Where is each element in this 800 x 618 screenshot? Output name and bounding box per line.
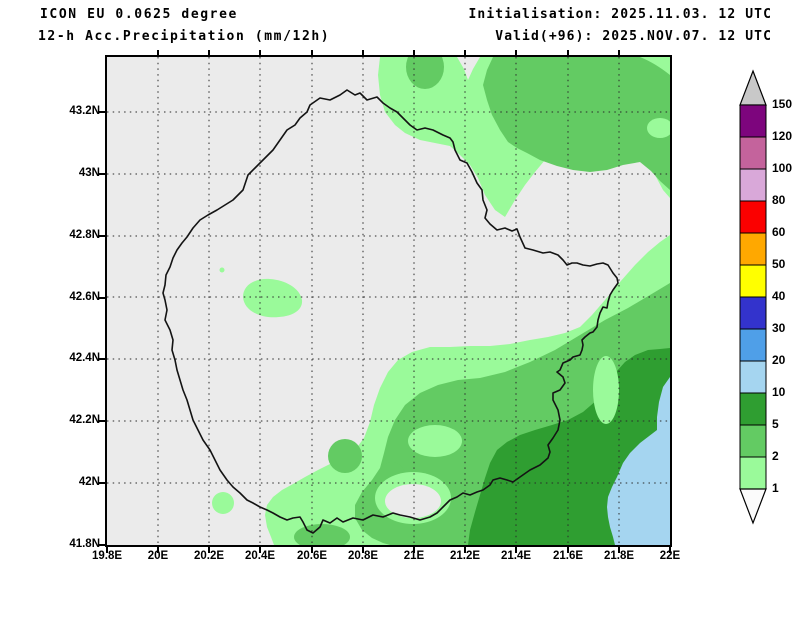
colorbar-segment [739, 104, 767, 138]
precipitation-map [107, 57, 670, 545]
lon-label: 22E [659, 550, 681, 562]
colorbar-tick-label: 120 [772, 129, 793, 143]
lat-label: 42.4N [69, 352, 100, 364]
lat-tick [99, 482, 105, 484]
lat-label: 41.8N [69, 538, 100, 550]
colorbar-segment [739, 424, 767, 458]
lat-tick [99, 297, 105, 299]
top-tick [208, 50, 210, 55]
lon-label: 21.4E [500, 550, 532, 562]
lon-tick [208, 547, 210, 553]
colorbar-tick-label: 80 [772, 193, 786, 207]
lat-tick [99, 420, 105, 422]
dry-island [385, 484, 441, 518]
colorbar-segment [739, 456, 767, 490]
colorbar-segments [739, 104, 767, 490]
colorbar-segment [739, 168, 767, 202]
colorbar-segment [739, 200, 767, 234]
lat-label: 42.8N [69, 229, 100, 241]
colorbar-segment [739, 392, 767, 426]
valid-time: Valid(+96): 2025.NOV.07. 12 UTC [495, 29, 772, 44]
lon-tick [464, 547, 466, 553]
model-title: ICON EU 0.0625 degree [40, 7, 238, 22]
precip-light-tongue [593, 356, 619, 424]
precip-moderate-top-blob [406, 57, 444, 89]
top-tick [311, 50, 313, 55]
precip-moderate-northeast-core [483, 57, 670, 190]
lat-tick [99, 358, 105, 360]
lon-tick [413, 547, 415, 553]
precip-light-south-spot [212, 492, 234, 514]
colorbar-segment [739, 136, 767, 170]
precip-light-central-blob [243, 278, 303, 318]
map-panel [105, 55, 672, 547]
product-title: 12-h Acc.Precipitation (mm/12h) [38, 29, 331, 44]
lat-label: 43N [78, 167, 100, 179]
lon-tick [567, 547, 569, 553]
colorbar [739, 69, 767, 525]
lon-label: 19.8E [91, 550, 123, 562]
colorbar-segment [739, 232, 767, 266]
precip-very-heavy-edge-lens [607, 377, 670, 545]
lon-tick [515, 547, 517, 553]
lon-label: 20.6E [296, 550, 328, 562]
colorbar-segment [739, 328, 767, 362]
colorbar-tick-label: 100 [772, 161, 793, 175]
lat-tick [99, 173, 105, 175]
lon-label: 20.8E [347, 550, 379, 562]
colorbar-tick-label: 5 [772, 417, 779, 431]
lon-tick [669, 547, 671, 553]
lon-label: 21.8E [603, 550, 635, 562]
colorbar-segment [739, 296, 767, 330]
colorbar-under-arrow [739, 488, 767, 525]
lat-label: 42N [78, 476, 100, 488]
initialisation-time: Initialisation: 2025.11.03. 12 UTC [468, 7, 772, 22]
lon-tick [618, 547, 620, 553]
lon-label: 20.4E [244, 550, 276, 562]
lon-label: 20.2E [193, 550, 225, 562]
colorbar-tick-label: 10 [772, 385, 786, 399]
country-border-outline [162, 89, 619, 534]
precip-moderate-south-core [294, 524, 350, 545]
lon-label: 21E [403, 550, 425, 562]
top-tick [157, 50, 159, 55]
lat-tick [99, 544, 105, 546]
lon-tick [157, 547, 159, 553]
top-tick [259, 50, 261, 55]
lat-tick [99, 111, 105, 113]
colorbar-tick-label: 1 [772, 481, 779, 495]
top-tick [515, 50, 517, 55]
top-tick [618, 50, 620, 55]
lat-tick [99, 235, 105, 237]
colorbar-tick-label: 60 [772, 225, 786, 239]
lon-label: 21.2E [449, 550, 481, 562]
colorbar-segment [739, 264, 767, 298]
lat-label: 43.2N [69, 105, 100, 117]
lat-label: 42.6N [69, 291, 100, 303]
lon-tick [106, 547, 108, 553]
colorbar-tick-label: 2 [772, 449, 779, 463]
colorbar-tick-label: 20 [772, 353, 786, 367]
colorbar-tick-label: 30 [772, 321, 786, 335]
lat-label: 42.2N [69, 414, 100, 426]
lon-tick [311, 547, 313, 553]
lon-label: 21.6E [552, 550, 584, 562]
colorbar-tick-label: 40 [772, 289, 786, 303]
precip-light-inner-patch-1 [408, 425, 462, 457]
colorbar-segment [739, 360, 767, 394]
lon-tick [362, 547, 364, 553]
top-tick [567, 50, 569, 55]
top-tick [413, 50, 415, 55]
colorbar-tick-label: 150 [772, 97, 793, 111]
precip-moderate-border-blob-1 [328, 439, 362, 473]
colorbar-tick-label: 50 [772, 257, 786, 271]
lon-label: 20E [147, 550, 169, 562]
colorbar-over-arrow [739, 69, 767, 106]
top-tick [362, 50, 364, 55]
top-tick [464, 50, 466, 55]
lon-tick [259, 547, 261, 553]
precip-light-speck [219, 267, 225, 273]
precip-light-notch [647, 118, 670, 138]
